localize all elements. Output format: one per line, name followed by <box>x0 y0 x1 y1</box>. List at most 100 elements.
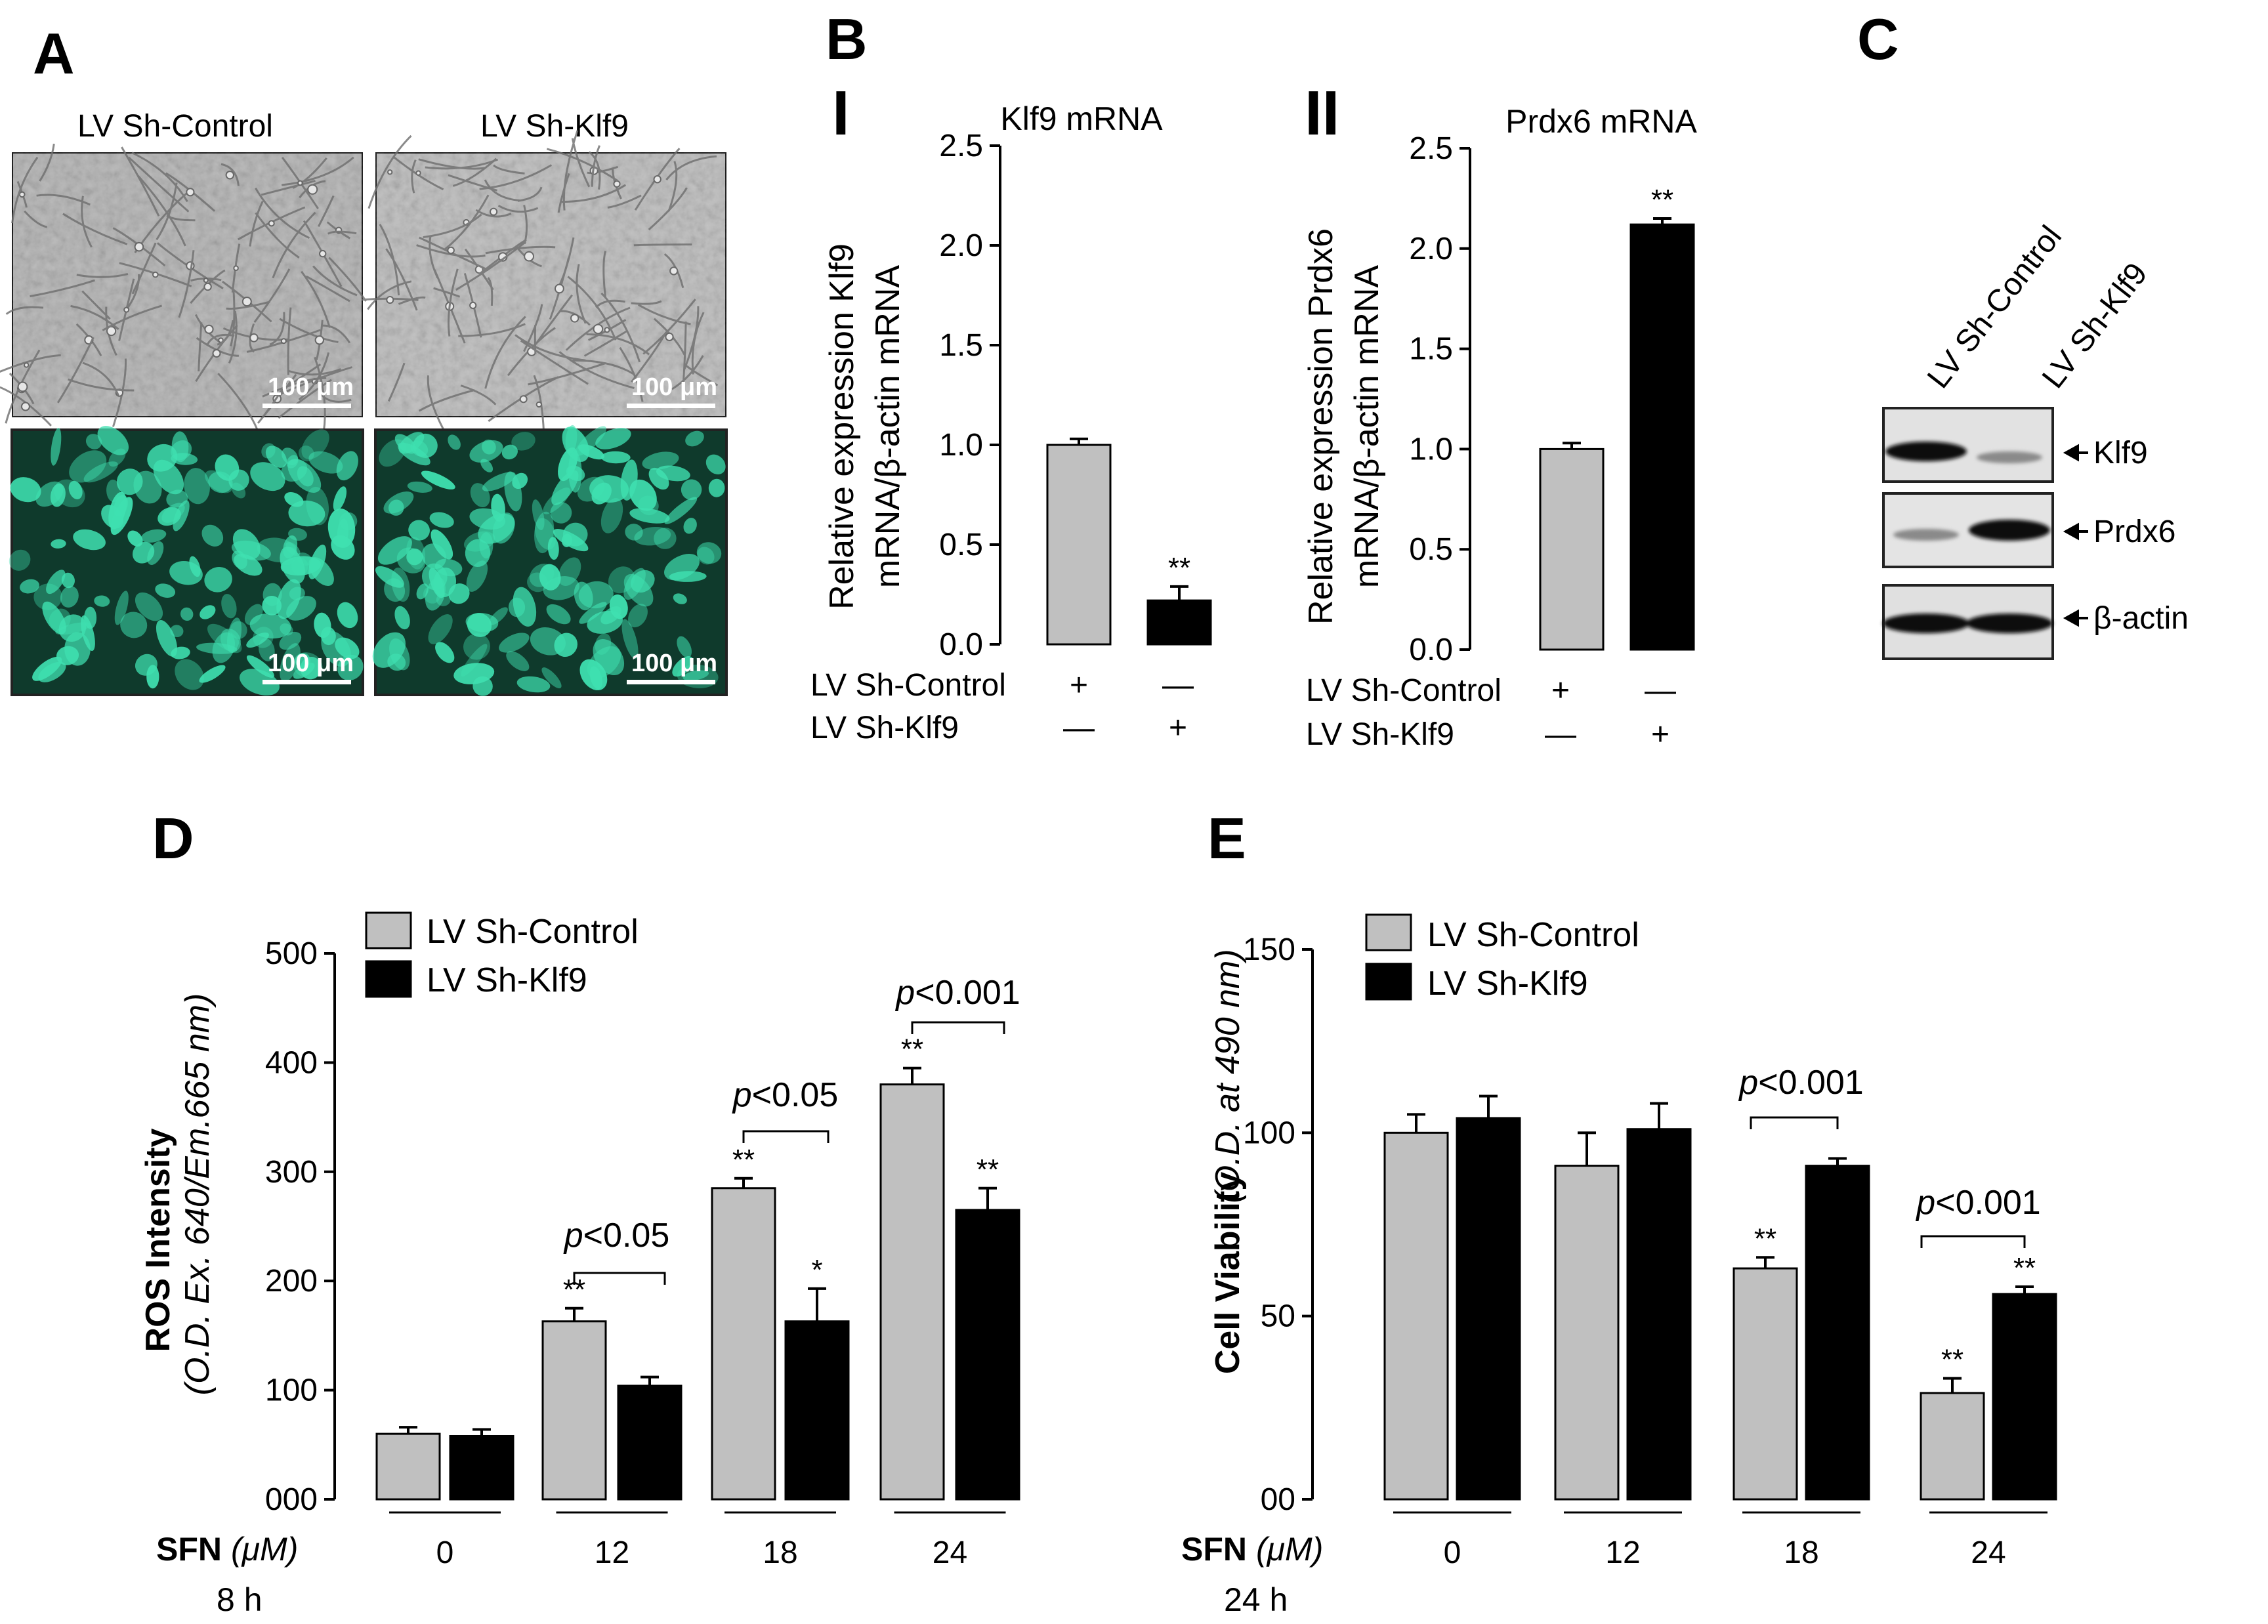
phase-cell <box>206 333 235 346</box>
phase-cell <box>559 310 591 326</box>
bar-klf9 <box>1456 1117 1521 1501</box>
phase-cell <box>39 144 55 182</box>
fluor-cell <box>246 655 274 678</box>
phase-cell-body <box>186 188 195 197</box>
fluor-cell <box>547 537 559 560</box>
phase-cell <box>484 316 526 389</box>
phase-cell <box>631 331 667 383</box>
fluor-cell <box>642 451 679 470</box>
category-label: 24 <box>1971 1535 2006 1570</box>
bar-klf9 <box>1146 599 1212 646</box>
phase-cell <box>602 251 607 299</box>
phase-cell <box>137 175 186 247</box>
y-tick-label: 2.5 <box>939 129 983 163</box>
fluor-cell <box>541 667 562 689</box>
panel-label-d: D <box>152 806 194 871</box>
phase-cell <box>534 325 537 354</box>
p-bracket <box>742 1130 830 1143</box>
phase-cell <box>528 362 606 386</box>
fluor-cell <box>257 537 297 563</box>
phase-cell <box>281 156 354 186</box>
significance-star: ** <box>1754 1222 1776 1255</box>
fluor-cell <box>398 442 430 466</box>
fluor-cell <box>199 665 226 683</box>
phase-cell <box>255 187 310 239</box>
micrograph-phase-klf9 <box>374 151 728 419</box>
phase-cell <box>487 277 494 306</box>
phase-cell <box>535 294 573 345</box>
p-rest: <0.05 <box>752 1076 839 1114</box>
fluor-cell <box>391 567 410 602</box>
p-value-label: p<0.001 <box>1738 1064 1863 1102</box>
phase-cell-body <box>212 349 221 358</box>
fluor-cell <box>69 450 107 483</box>
fluor-cell <box>543 576 579 600</box>
p-value-label: p<0.05 <box>563 1217 670 1255</box>
phase-cell <box>70 304 119 331</box>
fluor-cell <box>155 583 176 598</box>
bar-control <box>711 1187 776 1501</box>
chart-b1-title: Klf9 mRNA <box>1000 100 1163 137</box>
bar-control <box>1383 1131 1449 1501</box>
phase-cell <box>425 158 499 170</box>
phase-cell-body <box>386 296 394 304</box>
phase-cell <box>121 146 160 217</box>
significance-star: * <box>811 1254 822 1286</box>
phase-cell <box>36 194 91 206</box>
fluor-cell <box>623 568 646 600</box>
phase-cell <box>190 269 226 304</box>
y-tick-label: 000 <box>265 1482 318 1517</box>
fluor-cell <box>170 625 184 638</box>
y-tick-label: 400 <box>265 1045 318 1080</box>
fluor-cell <box>259 638 275 661</box>
phase-cell <box>118 278 135 341</box>
phase-cell-body <box>24 362 30 368</box>
significance-star: ** <box>1651 184 1673 216</box>
fluor-cell <box>333 486 347 511</box>
fluor-cell <box>429 568 445 598</box>
phase-cell <box>112 358 127 427</box>
phase-cell <box>272 211 316 279</box>
phase-cell <box>131 242 157 295</box>
panel-b-sub2: II <box>1305 78 1339 148</box>
fluor-cell <box>306 486 329 526</box>
fluor-cell <box>562 522 588 547</box>
p-rest: <0.001 <box>915 974 1020 1012</box>
fluor-cell <box>448 583 470 604</box>
fluor-cell <box>453 663 495 684</box>
fluor-cell <box>207 623 242 654</box>
fluor-cell <box>221 594 237 619</box>
fluor-cell <box>288 528 307 541</box>
fluor-cell <box>428 614 453 644</box>
phase-cell <box>427 375 444 430</box>
phase-cell <box>488 376 559 423</box>
fluor-cell <box>84 606 97 629</box>
phase-cell <box>493 164 525 175</box>
phase-cell-body <box>268 220 275 227</box>
band-prdx6-control <box>1893 529 1959 541</box>
y-tick-label: 100 <box>265 1373 318 1408</box>
fluor-cell <box>421 470 455 489</box>
phase-cell <box>691 312 705 375</box>
phase-cell <box>497 204 539 213</box>
fluor-cell <box>81 615 95 652</box>
phase-cell-body <box>570 314 579 323</box>
y-tick-label: 300 <box>265 1155 318 1190</box>
bar-control <box>375 1432 441 1501</box>
phase-cell <box>588 151 601 190</box>
phase-cell <box>328 257 367 302</box>
phase-cell <box>220 163 240 186</box>
p-rest: <0.001 <box>1935 1184 2041 1222</box>
y-tick-label: 2.0 <box>939 228 983 263</box>
fluor-cell <box>276 579 301 619</box>
phase-cell-body <box>604 327 610 333</box>
category-label: 18 <box>763 1535 797 1570</box>
fluor-cell <box>621 619 639 659</box>
scale-label-4: 100 μm <box>631 650 717 677</box>
phase-cell <box>198 322 203 371</box>
chart-d-sfn-bold: SFN <box>156 1531 222 1568</box>
phase-cell-body <box>20 402 30 411</box>
phase-cell <box>567 276 617 341</box>
fluor-cell <box>116 468 143 495</box>
fluor-cell <box>629 508 670 524</box>
